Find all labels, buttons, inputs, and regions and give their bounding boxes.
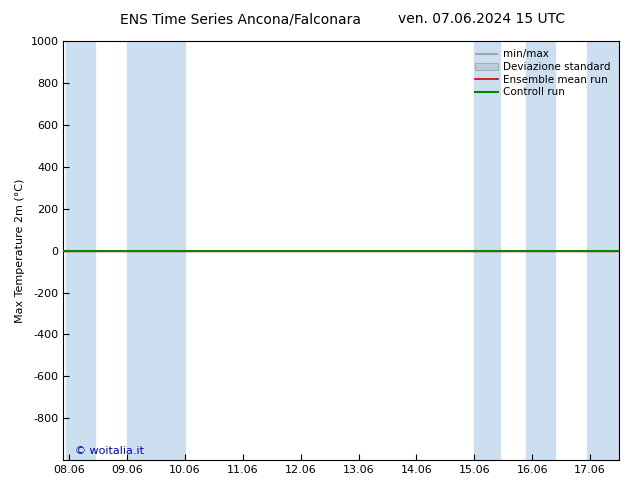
Text: ENS Time Series Ancona/Falconara: ENS Time Series Ancona/Falconara [120, 12, 361, 26]
Y-axis label: Max Temperature 2m (°C): Max Temperature 2m (°C) [15, 178, 25, 323]
Text: © woitalia.it: © woitalia.it [75, 446, 143, 456]
Bar [127, 41, 185, 460]
Bar [587, 41, 619, 460]
Bar [67, 41, 95, 460]
Bar [526, 41, 555, 460]
Legend: min/max, Deviazione standard, Ensemble mean run, Controll run: min/max, Deviazione standard, Ensemble m… [472, 46, 614, 100]
Bar [474, 41, 500, 460]
Text: ven. 07.06.2024 15 UTC: ven. 07.06.2024 15 UTC [398, 12, 566, 26]
